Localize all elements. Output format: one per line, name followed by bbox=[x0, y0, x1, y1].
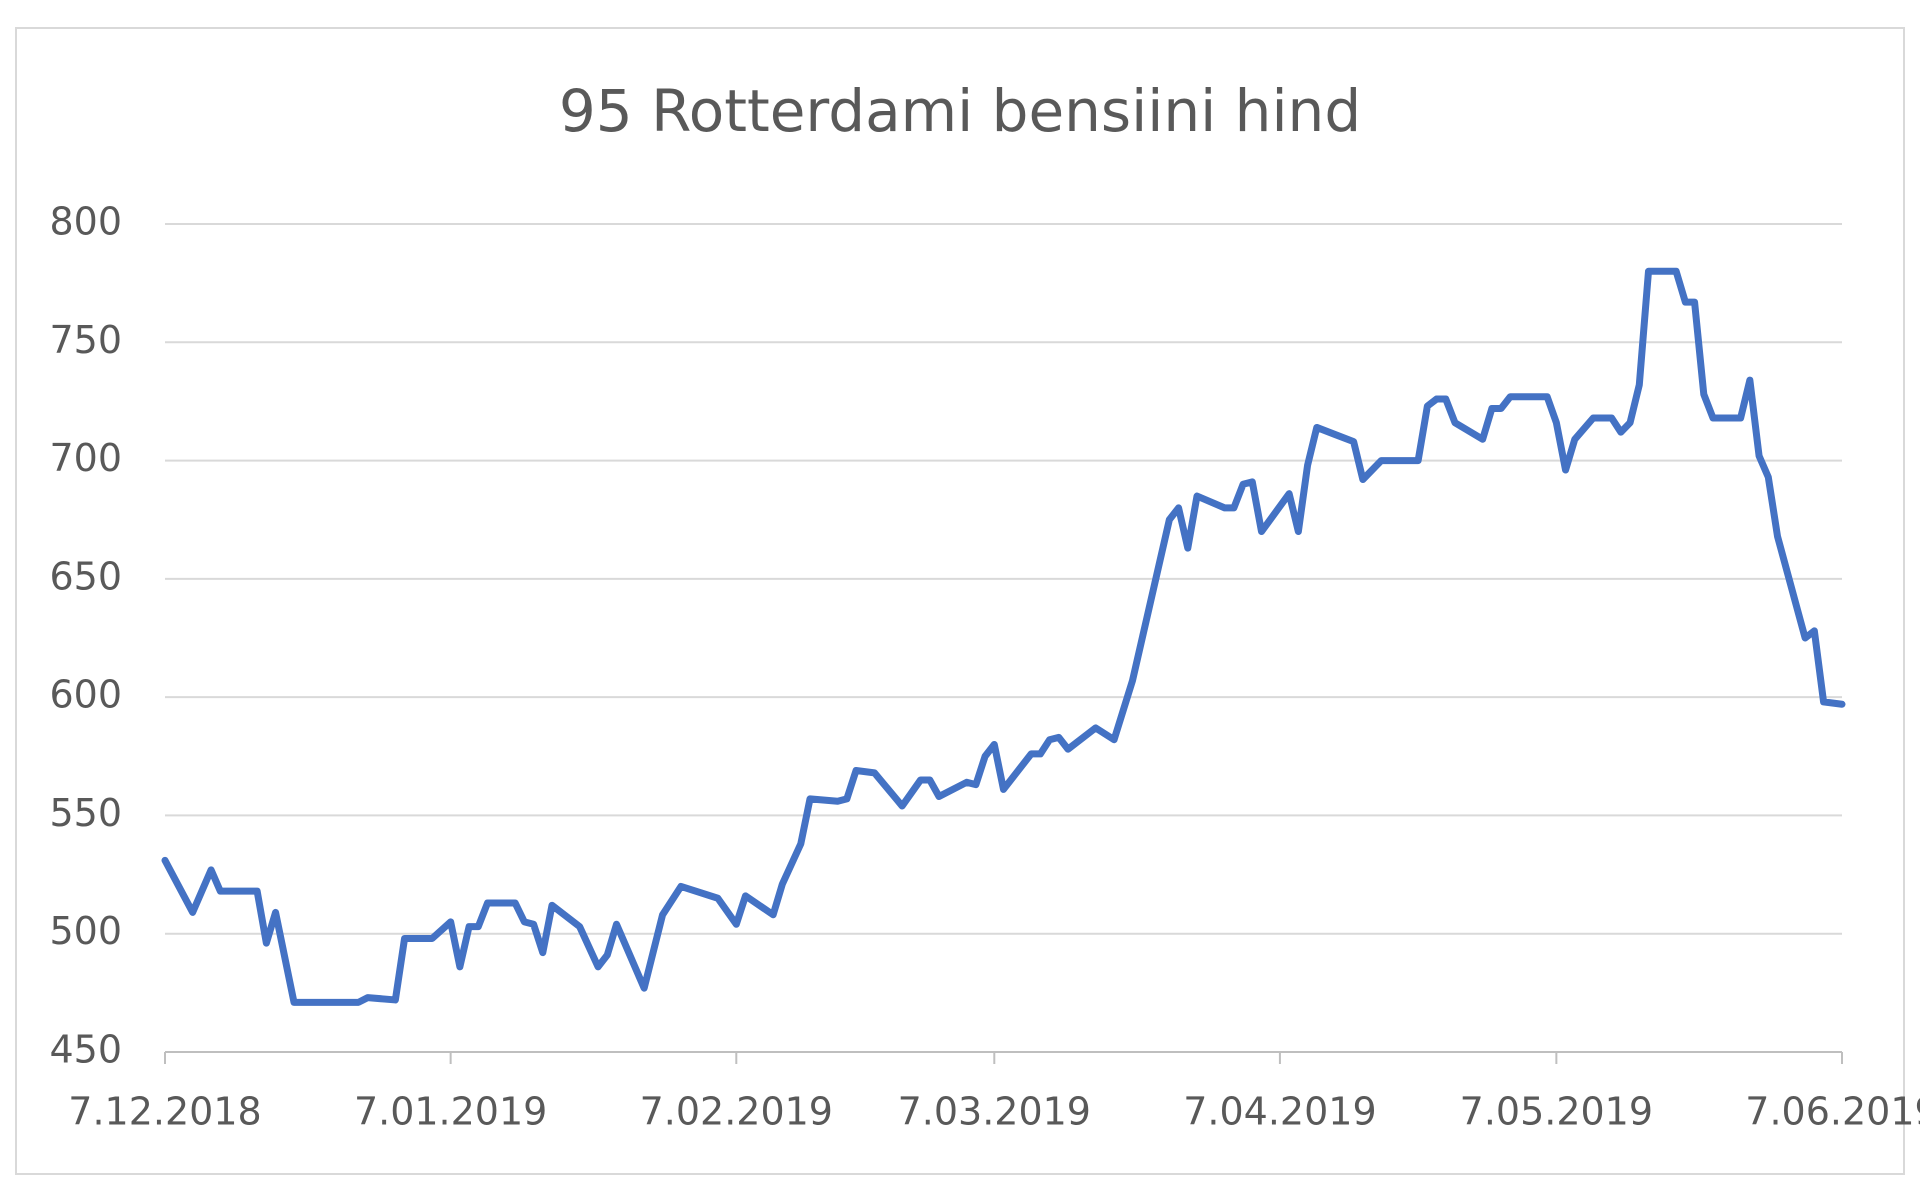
y-tick-label: 750 bbox=[49, 318, 122, 362]
chart-frame bbox=[15, 27, 1905, 1175]
x-tick-label: 7.04.2019 bbox=[1183, 1090, 1376, 1134]
x-tick-label: 7.05.2019 bbox=[1460, 1090, 1653, 1134]
y-tick-label: 800 bbox=[49, 200, 122, 244]
x-tick-label: 7.02.2019 bbox=[640, 1090, 833, 1134]
data-line bbox=[161, 267, 1846, 1006]
y-tick-label: 450 bbox=[49, 1028, 122, 1072]
x-tick-label: 7.01.2019 bbox=[354, 1090, 547, 1134]
y-tick-label: 650 bbox=[49, 554, 122, 598]
y-tick-label: 700 bbox=[49, 436, 122, 480]
x-tick-label: 7.12.2018 bbox=[68, 1090, 261, 1134]
y-tick-label: 500 bbox=[49, 909, 122, 953]
y-tick-label: 550 bbox=[49, 791, 122, 835]
x-tick-label: 7.03.2019 bbox=[898, 1090, 1091, 1134]
chart-title: 95 Rotterdami bensiini hind bbox=[559, 77, 1361, 145]
x-tick-label: 7.06.2019 bbox=[1745, 1090, 1920, 1134]
y-tick-label: 600 bbox=[49, 673, 122, 717]
